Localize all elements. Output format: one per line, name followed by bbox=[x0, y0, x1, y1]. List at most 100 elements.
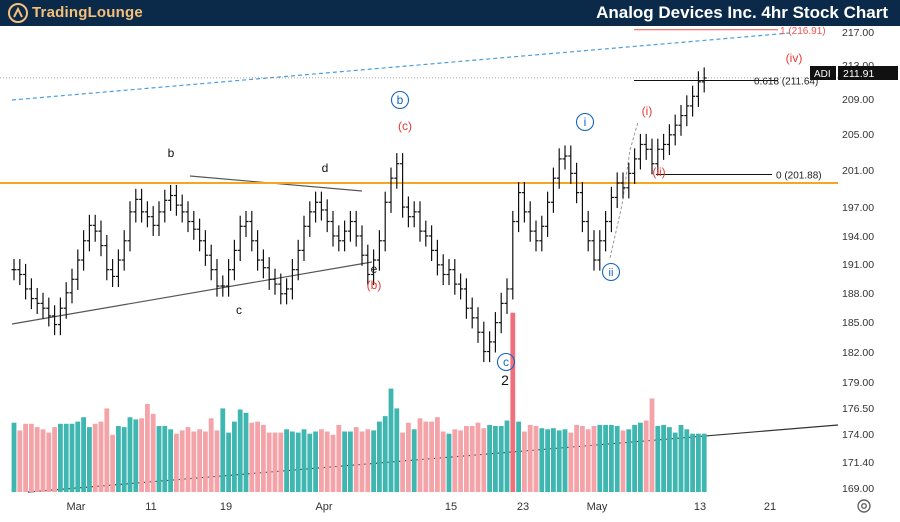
wave-label-circle bbox=[390, 90, 410, 110]
volume-bar bbox=[481, 428, 487, 492]
volume-bar bbox=[643, 420, 649, 492]
ohlc-bar bbox=[446, 259, 452, 286]
volume-bar bbox=[336, 424, 342, 492]
volume-bar bbox=[81, 417, 86, 492]
volume-bar bbox=[63, 423, 69, 492]
volume-bar bbox=[232, 421, 237, 492]
ohlc-bar bbox=[661, 133, 667, 160]
ohlc-bar bbox=[46, 297, 52, 327]
ohlc-bar bbox=[208, 244, 214, 281]
volume-bar bbox=[458, 430, 463, 492]
wave-label-circle bbox=[601, 262, 621, 282]
wave-label: 2 bbox=[501, 372, 509, 388]
ohlc-bar bbox=[289, 259, 295, 300]
ohlc-bar bbox=[17, 259, 23, 286]
ohlc-bar bbox=[23, 263, 29, 300]
ohlc-bar bbox=[556, 148, 562, 189]
ohlc-bar bbox=[690, 85, 696, 117]
ohlc-bar bbox=[168, 184, 174, 211]
volume-bar bbox=[104, 408, 110, 492]
volume-bar bbox=[585, 429, 591, 492]
ohlc-bar bbox=[545, 191, 551, 237]
volume-bar bbox=[562, 429, 568, 492]
ohlc-bar bbox=[133, 188, 139, 223]
price-tick-label: 188.00 bbox=[842, 288, 874, 300]
volume-bar bbox=[493, 426, 498, 492]
price-tick-label: 169.00 bbox=[842, 483, 874, 495]
ohlc-bar bbox=[81, 230, 87, 271]
volume-bar bbox=[690, 433, 695, 492]
ohlc-bar bbox=[423, 220, 429, 247]
volume-bar bbox=[487, 424, 492, 492]
volume-bar bbox=[40, 429, 46, 492]
volume-bar bbox=[411, 429, 417, 492]
fib-0618-label: 0.618 (211.64) bbox=[754, 77, 818, 88]
page-title: Analog Devices Inc. 4hr Stock Chart bbox=[596, 3, 888, 22]
ohlc-bar bbox=[417, 201, 423, 242]
volume-bar bbox=[17, 430, 23, 492]
ohlc-bar bbox=[11, 259, 17, 281]
ohlc-bar bbox=[185, 201, 191, 233]
volume-bar bbox=[591, 426, 597, 492]
ohlc-bar bbox=[86, 214, 92, 252]
volume-bar bbox=[220, 408, 226, 492]
volume-bar bbox=[156, 426, 162, 492]
volume-bar bbox=[110, 434, 115, 492]
volume-bar bbox=[284, 429, 289, 492]
ohlc-bar bbox=[330, 210, 336, 247]
ohlc-bar bbox=[626, 162, 632, 199]
ohlc-bar bbox=[237, 215, 243, 261]
symbol-tag-label: ADI bbox=[814, 69, 831, 80]
volume-bar bbox=[243, 412, 249, 492]
last-price-tag bbox=[838, 66, 898, 80]
ohlc-bar bbox=[440, 254, 446, 286]
ohlc-bar bbox=[498, 292, 504, 334]
ohlc-bar bbox=[458, 273, 464, 300]
ohlc-bar bbox=[672, 114, 678, 146]
volume-bar bbox=[400, 432, 405, 492]
fib-0-label: 0 (201.88) bbox=[776, 171, 822, 182]
price-tick-label: 171.40 bbox=[842, 457, 874, 469]
volume-bar bbox=[11, 422, 17, 492]
volume-bar bbox=[92, 423, 98, 492]
ohlc-bar bbox=[510, 210, 516, 300]
volume-bar bbox=[435, 417, 440, 492]
price-tick-label: 185.00 bbox=[842, 317, 874, 329]
volume-bar bbox=[261, 424, 266, 492]
volume-bar bbox=[191, 431, 197, 492]
price-chart[interactable]: 0.618 (211.64) 0 (201.88) 1 (216.91) 217.00… bbox=[0, 26, 900, 522]
ohlc-bar bbox=[347, 210, 353, 242]
volume-bar bbox=[150, 413, 156, 492]
ohlc-bar bbox=[272, 268, 278, 295]
ohlc-bar bbox=[695, 71, 701, 107]
ohlc-bar bbox=[550, 167, 556, 213]
volume-bar bbox=[498, 426, 504, 492]
volume-bar bbox=[249, 422, 255, 492]
volume-bar bbox=[266, 432, 272, 492]
volume-bar bbox=[371, 430, 376, 492]
price-tick-label: 209.00 bbox=[842, 94, 874, 106]
price-tick-label: 176.50 bbox=[842, 403, 874, 415]
ohlc-bar bbox=[365, 244, 371, 286]
volume-bar bbox=[75, 421, 81, 492]
volume-bar bbox=[568, 432, 574, 492]
ohlc-bar bbox=[585, 210, 591, 252]
ohlc-bar bbox=[139, 188, 145, 223]
volume-bar bbox=[556, 430, 562, 492]
ohlc-bar bbox=[255, 230, 261, 271]
wave-label: b bbox=[168, 146, 175, 160]
ohlc-bar bbox=[568, 145, 574, 184]
volume-bar bbox=[208, 418, 214, 492]
ohlc-bar bbox=[487, 331, 493, 363]
price-tick-label: 174.00 bbox=[842, 429, 874, 441]
volume-bar bbox=[348, 431, 353, 492]
ohlc-bar bbox=[637, 133, 643, 170]
ohlc-bar bbox=[359, 225, 365, 266]
ohlc-bar bbox=[620, 172, 626, 199]
settings-gear-icon[interactable] bbox=[854, 496, 874, 516]
ohlc-bar bbox=[318, 191, 324, 221]
volume-bar bbox=[394, 408, 400, 492]
ohlc-bar bbox=[301, 215, 307, 261]
price-tick-label: 182.00 bbox=[842, 347, 874, 359]
ohlc-bar bbox=[574, 162, 580, 204]
